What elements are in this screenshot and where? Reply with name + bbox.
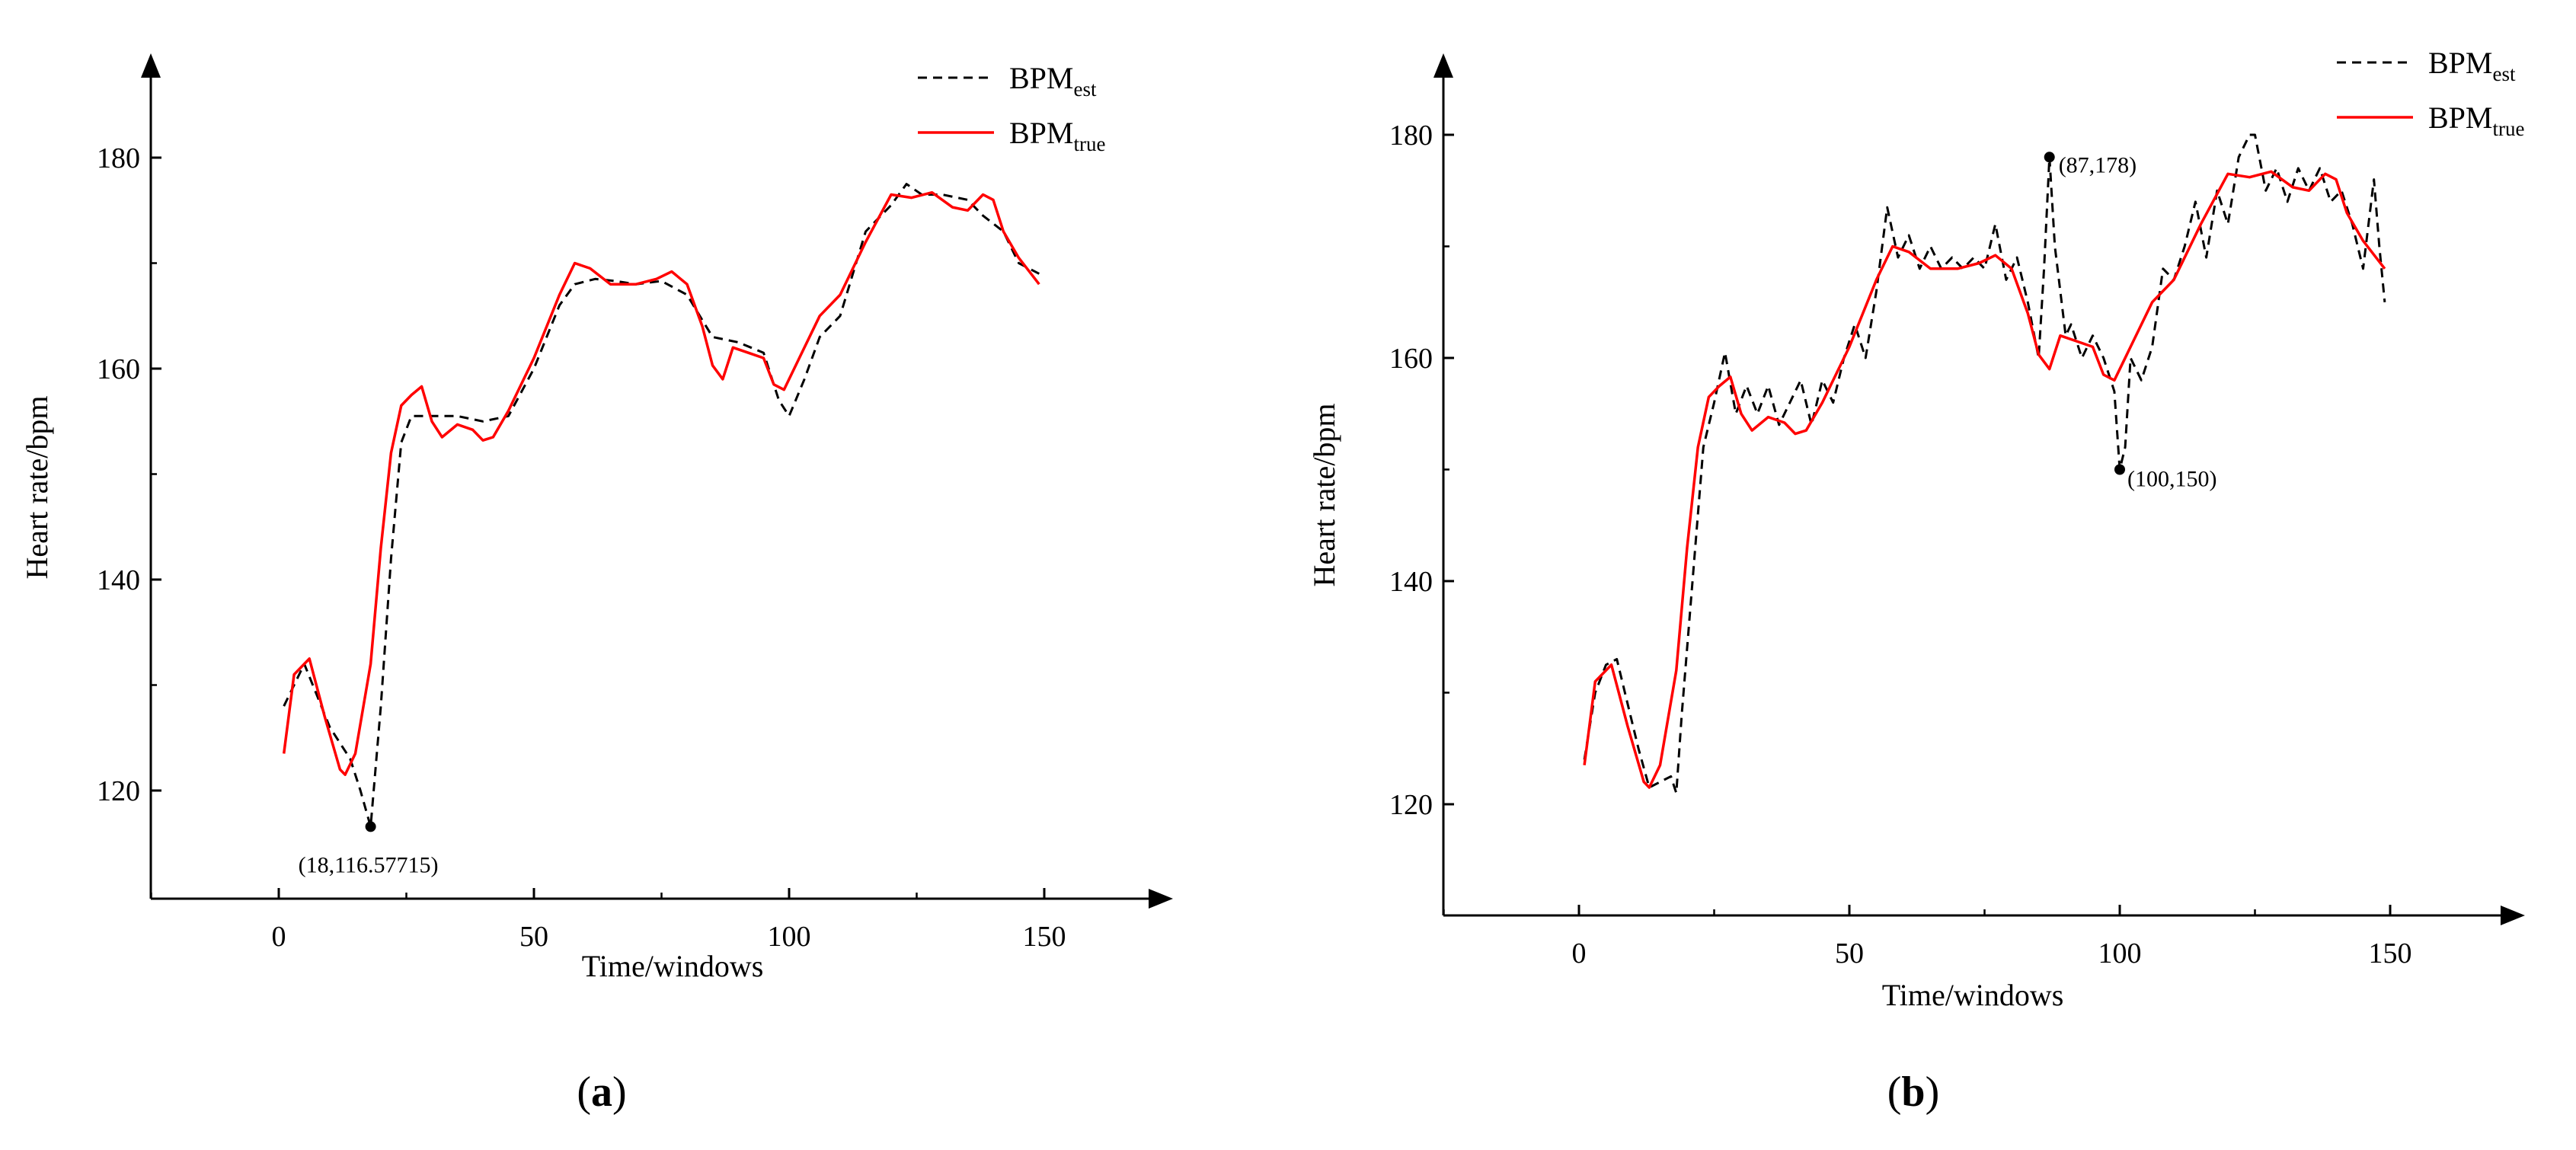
x-axis-title: Time/windows — [1882, 978, 2064, 1012]
x-tick-label: 0 — [1572, 938, 1587, 970]
annotation-label: (100,150) — [2127, 467, 2216, 492]
annotation-label: (87,178) — [2059, 152, 2137, 177]
annotation-point — [365, 821, 376, 832]
x-tick-label: 150 — [2369, 938, 2412, 970]
annotation-point — [2044, 152, 2055, 163]
y-tick-label: 140 — [97, 564, 140, 596]
legend-label-est: BPMest — [2428, 46, 2516, 85]
x-axis-arrow-icon — [2501, 906, 2525, 925]
legend-label-true: BPMtrue — [1009, 116, 1105, 155]
y-axis-arrow-icon — [141, 53, 161, 78]
y-tick-label: 160 — [1389, 343, 1433, 375]
y-tick-label: 120 — [1389, 789, 1433, 821]
series-line-est — [1583, 133, 2386, 794]
y-axis-title: Heart rate/bpm — [20, 396, 54, 580]
panel-label: (a) — [577, 1069, 626, 1116]
x-tick-label: 100 — [2098, 938, 2142, 970]
x-axis-title: Time/windows — [582, 949, 764, 983]
y-tick-label: 120 — [97, 775, 140, 807]
y-axis-arrow-icon — [1433, 53, 1453, 78]
y-tick-label: 160 — [97, 353, 140, 385]
axes — [149, 69, 1158, 900]
x-tick-label: 50 — [1835, 938, 1864, 970]
panel-label: (b) — [1887, 1069, 1939, 1116]
annotation-label: (18,116.57715) — [299, 852, 439, 877]
panel-a: 0 50 100 150 120 140 160 180 Time/windows Heart r… — [20, 53, 1173, 1116]
x-tick-label: 100 — [768, 921, 811, 953]
axes — [1442, 69, 2510, 917]
legend: BPMest BPMtrue — [918, 61, 1105, 155]
panel-b: 0 50 100 150 120 140 160 180 Time/windows Heart r… — [1307, 46, 2525, 1116]
y-tick-label: 140 — [1389, 566, 1433, 598]
y-tick-label: 180 — [97, 142, 140, 174]
series-line-est — [283, 183, 1040, 828]
legend-label-est: BPMest — [1009, 61, 1097, 101]
x-axis-arrow-icon — [1149, 889, 1173, 909]
annotation-point — [2114, 464, 2125, 475]
legend-label-true: BPMtrue — [2428, 101, 2524, 140]
x-tick-label: 0 — [272, 921, 286, 953]
y-axis-title: Heart rate/bpm — [1307, 404, 1341, 587]
x-tick-label: 150 — [1023, 921, 1066, 953]
legend: BPMest BPMtrue — [2337, 46, 2524, 140]
x-tick-label: 50 — [519, 921, 548, 953]
y-tick-label: 180 — [1389, 120, 1433, 152]
series-line-true — [1583, 170, 2386, 789]
series-line-true — [282, 190, 1040, 776]
